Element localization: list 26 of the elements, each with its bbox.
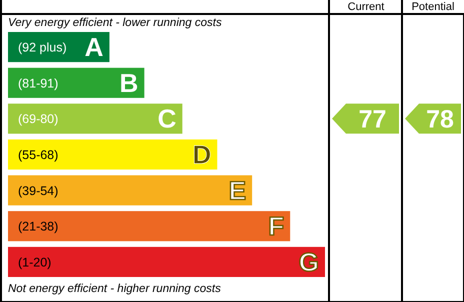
annotation: F — [268, 211, 284, 242]
y-tick-label: (39-54) — [18, 184, 58, 198]
bar — [8, 175, 252, 206]
y-tick-label: (81-91) — [18, 76, 58, 90]
text: 77 — [358, 106, 386, 134]
y-tick-label: (1-20) — [18, 255, 52, 270]
annotation: A — [84, 32, 104, 62]
bar — [8, 68, 144, 98]
annotation: E — [228, 175, 246, 206]
bar — [8, 104, 182, 134]
text: 78 — [426, 106, 454, 134]
text: Potential — [412, 1, 454, 13]
annotation: B — [120, 68, 138, 98]
bar — [8, 211, 290, 242]
text: Very energy efficient - lower running costs — [8, 17, 222, 29]
y-tick-label: (21-38) — [18, 220, 58, 234]
bar — [8, 246, 325, 277]
text: Current — [348, 1, 384, 13]
annotation: G — [298, 246, 319, 277]
text: Not energy efficient - higher running costs — [8, 283, 222, 295]
y-tick-label: (92 plus) — [18, 40, 67, 55]
annotation: C — [158, 104, 177, 134]
y-tick-label: (69-80) — [18, 112, 58, 126]
bar — [8, 139, 218, 170]
annotation: D — [192, 140, 212, 170]
y-tick-label: (55-68) — [18, 148, 58, 162]
